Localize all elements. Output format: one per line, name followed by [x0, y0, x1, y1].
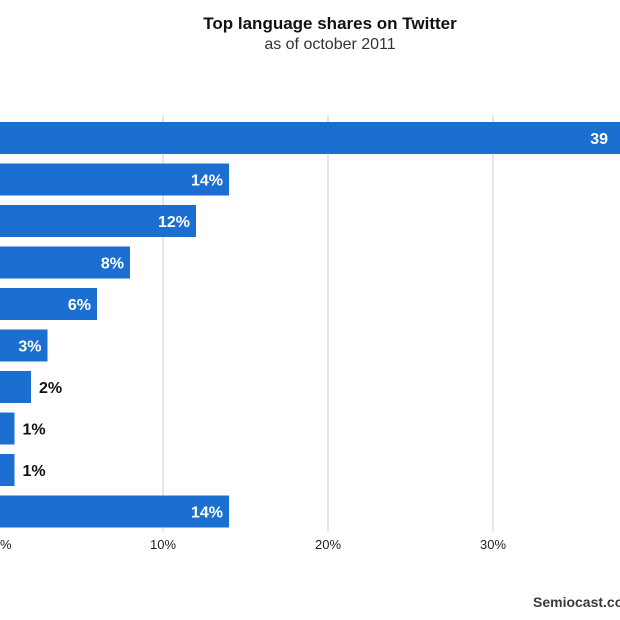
data-label-2: 12% — [158, 214, 190, 231]
bar-3 — [0, 246, 130, 279]
data-label-0: 39 — [590, 131, 608, 148]
data-label-7: 1% — [23, 422, 46, 439]
x-tick-label-20: 20% — [315, 537, 341, 552]
bar-0 — [0, 122, 620, 154]
data-label-9: 14% — [191, 505, 223, 522]
x-tick-label-30: 30% — [480, 537, 506, 552]
data-label-4: 6% — [68, 297, 91, 314]
bar-1 — [0, 163, 229, 196]
data-label-6: 2% — [39, 380, 62, 397]
data-label-8: 1% — [23, 463, 46, 480]
chart-title: Top language shares on Twitter — [203, 14, 457, 33]
x-tick-label-10: 10% — [150, 537, 176, 552]
bar-9 — [0, 495, 229, 528]
data-label-5: 3% — [18, 339, 41, 356]
data-label-1: 14% — [191, 173, 223, 190]
bars — [0, 122, 620, 528]
bar-8 — [0, 454, 15, 486]
data-label-3: 8% — [101, 256, 124, 273]
source-watermark: Semiocast.co — [533, 594, 620, 610]
bar-5 — [0, 329, 48, 362]
x-tick-label-0: % — [0, 537, 12, 552]
bar-6 — [0, 371, 31, 403]
bar-4 — [0, 288, 97, 320]
bar-2 — [0, 205, 196, 237]
bar-7 — [0, 412, 15, 445]
data-labels: 39 14% 12% 8% 6% 3% 2% 1% 1% 14% — [18, 131, 608, 522]
x-axis-tick-labels: % 10% 20% 30% — [0, 537, 506, 552]
chart-subtitle: as of october 2011 — [264, 36, 396, 53]
